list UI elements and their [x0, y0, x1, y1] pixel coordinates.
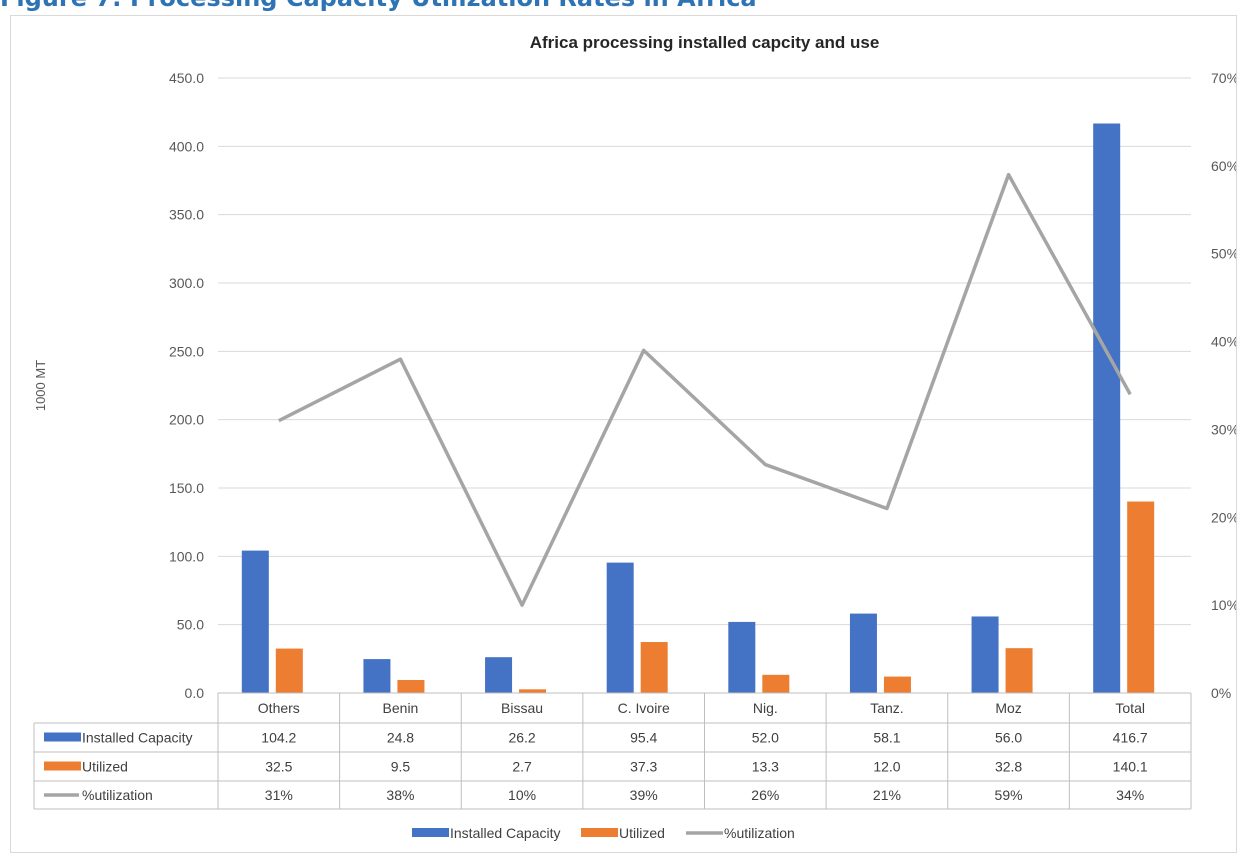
- y-tick-label: 0.0: [185, 685, 205, 701]
- bar-utilized: [1005, 648, 1033, 693]
- bar-installed: [485, 657, 513, 693]
- y-tick-label: 400.0: [169, 138, 204, 154]
- bar-utilized: [883, 676, 911, 693]
- legend-label: Installed Capacity: [450, 825, 561, 841]
- figure-caption: Figure 7: Processing Capacity Utilizatio…: [0, 0, 757, 12]
- table-cell: 2.7: [512, 759, 532, 775]
- legend-key: [581, 828, 618, 837]
- y2-tick-label: 50%: [1211, 246, 1236, 262]
- bar-utilized: [275, 648, 303, 693]
- bar-installed: [241, 550, 269, 693]
- table-cell: 37.3: [630, 759, 657, 775]
- bar-installed: [606, 562, 634, 693]
- table-cell: 416.7: [1113, 730, 1148, 746]
- table-cell: 140.1: [1113, 759, 1148, 775]
- y-tick-label: 250.0: [169, 343, 204, 359]
- y-tick-label: 100.0: [169, 548, 204, 564]
- table-cell: 59%: [995, 787, 1023, 803]
- table-cell: 31%: [265, 787, 293, 803]
- table-cell: 34%: [1116, 787, 1144, 803]
- bar-installed: [971, 616, 999, 693]
- y-tick-label: 450.0: [169, 70, 204, 86]
- y-tick-label: 350.0: [169, 207, 204, 223]
- table-cell: 24.8: [387, 730, 414, 746]
- x-tick-label: Moz: [995, 700, 1021, 716]
- x-tick-label: Total: [1115, 700, 1145, 716]
- utilization-line: [278, 172, 1132, 607]
- bar-utilized: [519, 689, 547, 693]
- table-legend-key: [44, 732, 81, 742]
- bar-installed: [728, 621, 756, 693]
- y2-tick-label: 10%: [1211, 597, 1236, 613]
- y-axis-label: 1000 MT: [33, 360, 48, 411]
- y2-tick-label: 70%: [1211, 70, 1236, 86]
- bar-utilized: [1127, 501, 1155, 693]
- table-cell: 9.5: [391, 759, 411, 775]
- bar-installed: [849, 613, 877, 693]
- table-cell: 32.8: [995, 759, 1022, 775]
- x-tick-label: Nig.: [753, 700, 778, 716]
- table-cell: 12.0: [873, 759, 900, 775]
- table-cell: 38%: [386, 787, 414, 803]
- y-tick-label: 150.0: [169, 480, 204, 496]
- x-tick-label: C. Ivoire: [618, 700, 670, 716]
- x-tick-label: Benin: [383, 700, 419, 716]
- table-cell: 13.3: [752, 759, 779, 775]
- table-cell: 52.0: [752, 730, 779, 746]
- chart-area: Africa processing installed capcity and …: [10, 15, 1237, 853]
- table-cell: 56.0: [995, 730, 1022, 746]
- chart-svg: Africa processing installed capcity and …: [33, 33, 1236, 841]
- table-cell: 21%: [873, 787, 901, 803]
- table-row-label: Utilized: [82, 759, 128, 775]
- x-tick-label: Others: [258, 700, 300, 716]
- table-row-label: %utilization: [82, 787, 153, 803]
- table-cell: 26%: [751, 787, 779, 803]
- y2-tick-label: 40%: [1211, 334, 1236, 350]
- table-cell: 26.2: [508, 730, 535, 746]
- table-cell: 32.5: [265, 759, 292, 775]
- bar-installed: [1093, 123, 1121, 693]
- y2-tick-label: 30%: [1211, 421, 1236, 437]
- legend-label: %utilization: [724, 825, 795, 841]
- bar-utilized: [397, 680, 425, 693]
- y2-tick-label: 20%: [1211, 509, 1236, 525]
- y-tick-label: 200.0: [169, 412, 204, 428]
- table-cell: 95.4: [630, 730, 657, 746]
- table-cell: 10%: [508, 787, 536, 803]
- table-row-label: Installed Capacity: [82, 730, 193, 746]
- table-legend-key: [44, 761, 81, 771]
- table-cell: 104.2: [261, 730, 296, 746]
- y2-tick-label: 0%: [1211, 685, 1231, 701]
- y2-tick-label: 60%: [1211, 158, 1236, 174]
- y-tick-label: 300.0: [169, 275, 204, 291]
- table-cell: 58.1: [873, 730, 900, 746]
- table-cell: 39%: [630, 787, 658, 803]
- x-tick-label: Bissau: [501, 700, 543, 716]
- legend-label: Utilized: [619, 825, 665, 841]
- bar-utilized: [762, 674, 790, 693]
- bar-utilized: [640, 642, 668, 693]
- x-tick-label: Tanz.: [870, 700, 903, 716]
- bar-installed: [363, 659, 391, 693]
- y-tick-label: 50.0: [177, 617, 204, 633]
- legend-key: [412, 828, 449, 837]
- chart-title: Africa processing installed capcity and …: [530, 33, 880, 52]
